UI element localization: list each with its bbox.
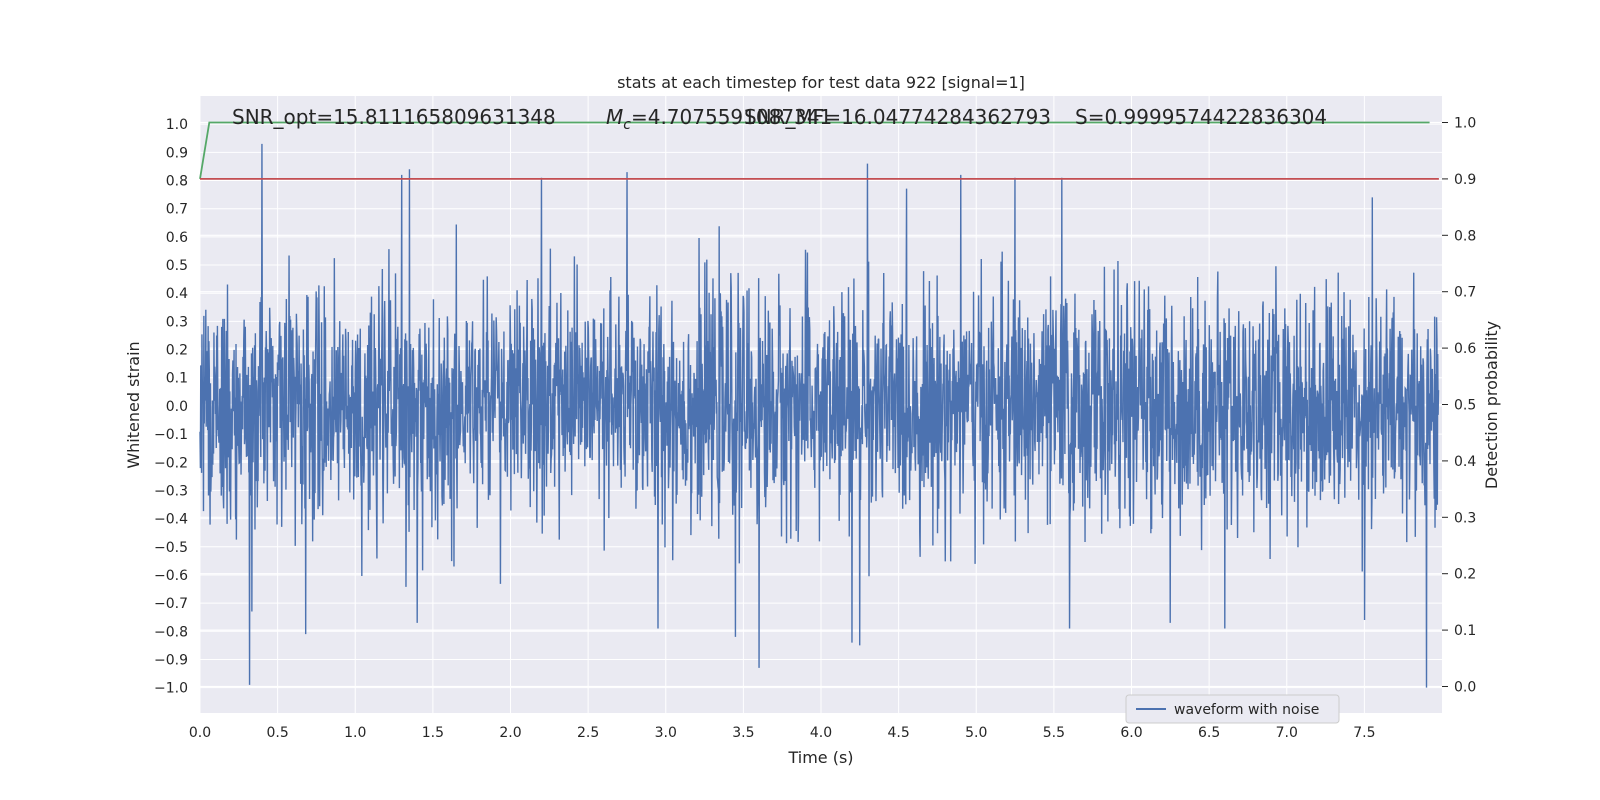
x-tick-label: 5.5	[1043, 725, 1065, 741]
y-tick-label: −0.3	[154, 483, 188, 499]
y2-axis-label: Detection probability	[1482, 321, 1501, 489]
y2-tick-label: 0.4	[1454, 454, 1476, 470]
y-tick-label: −0.8	[154, 624, 188, 640]
y-tick-label: −0.5	[154, 540, 188, 556]
detection-probability-line	[199, 121, 1430, 180]
y-tick-label: −0.9	[154, 652, 188, 668]
y2-tick-label: 0.5	[1454, 398, 1476, 414]
waveform-line	[199, 143, 1440, 688]
annotation-s-value: S=0.9999574422836304	[1075, 105, 1327, 129]
y-tick-label: −0.2	[154, 455, 188, 471]
y-tick-label: 0.6	[166, 230, 188, 246]
x-tick-label: 3.5	[732, 725, 754, 741]
y2-tick-label: 0.3	[1454, 510, 1476, 526]
x-ticks: 0.0 0.5 1.0 1.5 2.0 2.5 3.0 3.5 4.0 4.5 5.0 5.5 6.0 6…	[189, 725, 1376, 741]
y-tick-label: 0.4	[166, 286, 188, 302]
y-tick-label: 0.2	[166, 343, 188, 359]
y2-tick-label: 0.2	[1454, 567, 1476, 583]
annotation-mc-subscript: c	[623, 117, 631, 133]
y-tick-label: −0.6	[154, 568, 188, 584]
annotation-chirp-mass: Mc=4.7075591087341	[606, 105, 832, 133]
annotation-snr-opt: SNR_opt=15.811165809631348	[232, 105, 556, 129]
y2-tick-label: 1.0	[1454, 116, 1476, 132]
y2-tick-label: 0.7	[1454, 285, 1476, 301]
x-tick-label: 2.0	[499, 725, 521, 741]
annotation-mc-value: =4.7075591087341	[631, 105, 832, 129]
legend: waveform with noise	[1125, 694, 1340, 724]
right-y-ticks: 1.0 0.9 0.8 0.7 0.6 0.5 0.4 0.3 0.2 0.1 0.0	[1442, 116, 1476, 695]
y-tick-label: 0.7	[166, 202, 188, 218]
x-axis-label: Time (s)	[787, 748, 853, 767]
y-tick-label: −1.0	[154, 681, 188, 697]
x-tick-label: 3.0	[655, 725, 677, 741]
y2-tick-label: 0.1	[1454, 623, 1476, 639]
x-tick-label: 7.5	[1353, 725, 1375, 741]
annotation-mc-symbol: M	[606, 105, 623, 129]
y2-tick-label: 0.8	[1454, 228, 1476, 244]
legend-label: waveform with noise	[1174, 702, 1319, 718]
x-tick-label: 1.5	[422, 725, 444, 741]
y-tick-label: 0.8	[166, 174, 188, 190]
y-tick-label: −0.4	[154, 512, 188, 528]
x-tick-label: 4.5	[887, 725, 909, 741]
probability-series	[199, 121, 1439, 180]
y-tick-label: 0.3	[166, 314, 188, 330]
x-tick-label: 0.5	[266, 725, 288, 741]
waveform-series	[199, 143, 1440, 688]
x-tick-label: 7.0	[1276, 725, 1298, 741]
x-tick-label: 2.5	[577, 725, 599, 741]
y-tick-label: −0.1	[154, 427, 188, 443]
y-tick-label: 0.1	[166, 371, 188, 387]
y2-tick-label: 0.6	[1454, 341, 1476, 357]
y-tick-label: 0.0	[166, 399, 188, 415]
x-tick-label: 1.0	[344, 725, 366, 741]
annotation-snr-mf: SNR_MF=16.04774284362793	[744, 105, 1051, 129]
x-tick-label: 5.0	[965, 725, 987, 741]
y-tick-label: −0.7	[154, 596, 188, 612]
legend-box	[1125, 694, 1340, 724]
x-tick-label: 6.0	[1120, 725, 1142, 741]
y2-tick-label: 0.9	[1454, 172, 1476, 188]
y-tick-label: 0.9	[166, 145, 188, 161]
x-tick-label: 0.0	[189, 725, 211, 741]
y-tick-label: 1.0	[166, 117, 188, 133]
x-tick-label: 4.0	[810, 725, 832, 741]
y2-tick-label: 0.0	[1454, 679, 1476, 695]
x-tick-label: 6.5	[1198, 725, 1220, 741]
chart-title: stats at each timestep for test data 922…	[617, 73, 1025, 92]
y-axis-label: Whitened strain	[124, 341, 143, 468]
y-tick-label: 0.5	[166, 258, 188, 274]
left-y-ticks: 1.0 0.9 0.8 0.7 0.6 0.5 0.4 0.3 0.2 0.1 0.0 −0.1 −0.…	[154, 117, 188, 696]
